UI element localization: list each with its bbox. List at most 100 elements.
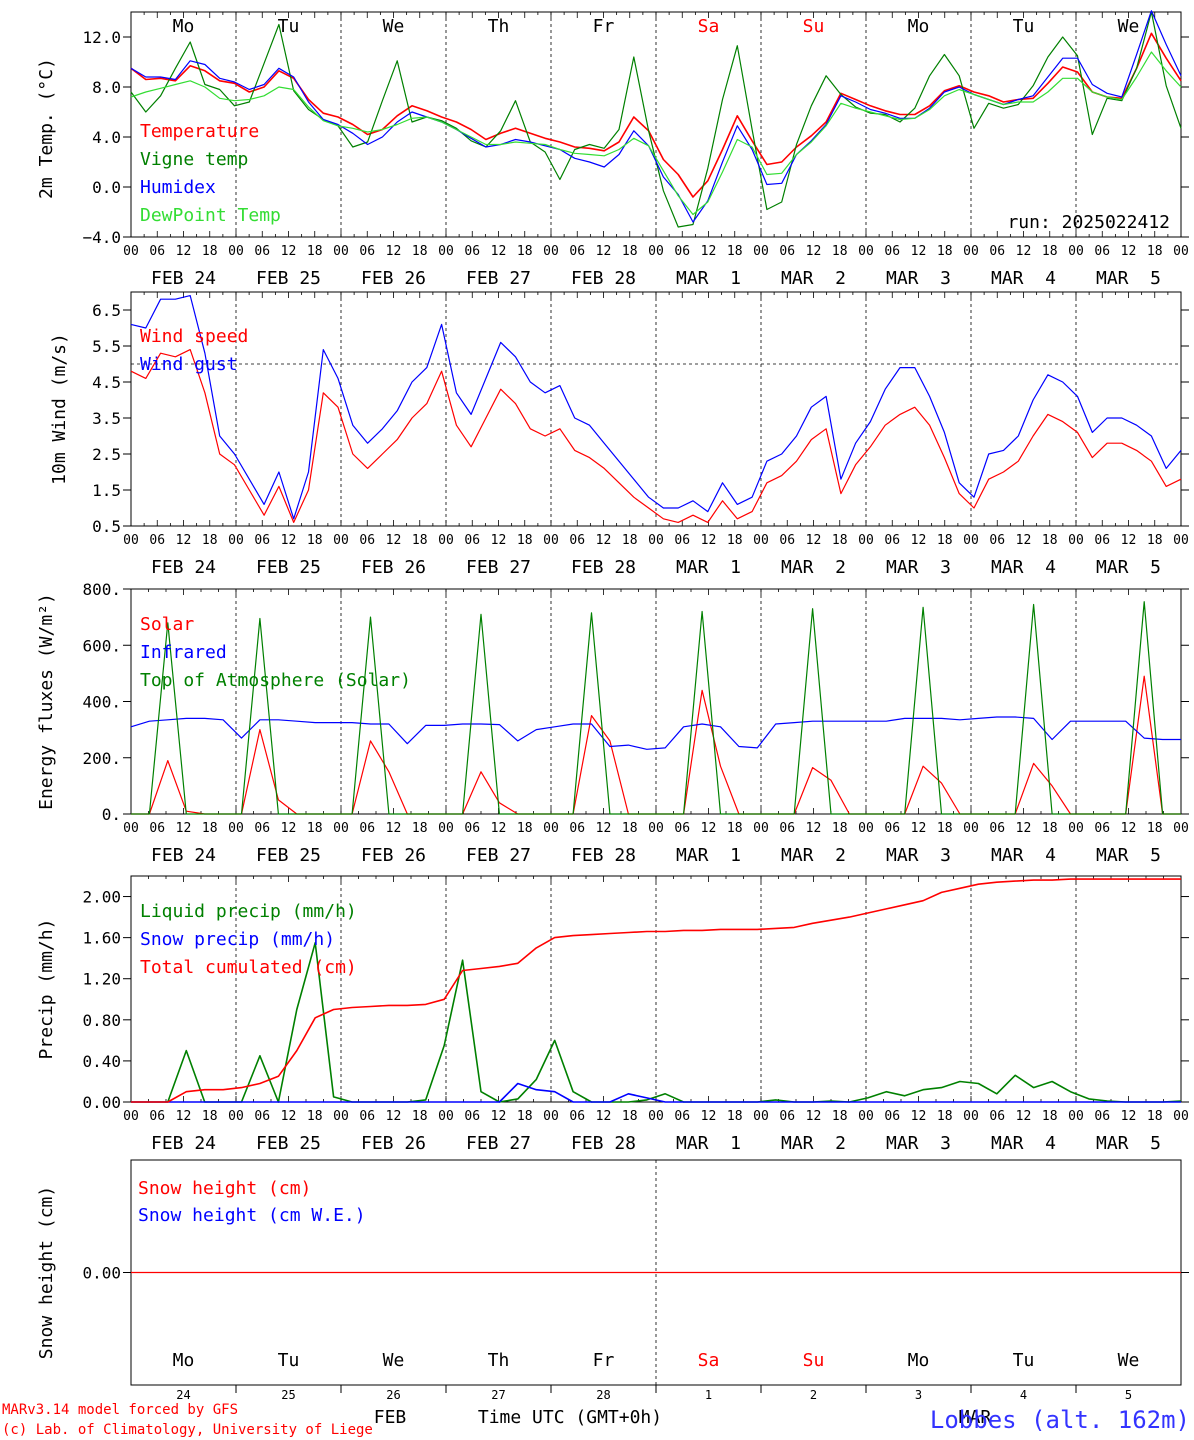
weekday-label-bottom: Th [488, 1350, 510, 1371]
date-label: MAR 4 [991, 557, 1056, 578]
hour-tick-label: 00 [1068, 1109, 1084, 1124]
legend-entry: Top of Atmosphere (Solar) [140, 670, 411, 691]
weekday-label: Tu [1013, 16, 1035, 37]
hour-tick-label: 00 [543, 533, 559, 548]
date-label: MAR 2 [781, 268, 846, 289]
hour-tick-label: 18 [832, 244, 848, 259]
hour-tick-label: 18 [1147, 533, 1163, 548]
y-axis-label: 2m Temp. (°C) [36, 58, 57, 199]
weekday-label: Sa [698, 16, 720, 37]
weekday-label-bottom: We [1118, 1350, 1140, 1371]
hour-tick-label: 18 [727, 244, 743, 259]
weekday-label-bottom: Tu [278, 1350, 300, 1371]
hour-tick-label: 18 [517, 533, 533, 548]
date-label: MAR 1 [676, 557, 741, 578]
date-label: FEB 26 [361, 557, 426, 578]
hour-tick-label: 06 [674, 533, 690, 548]
hour-tick-label: 06 [779, 821, 795, 836]
hour-tick-label: 12 [911, 533, 927, 548]
hour-tick-label: 12 [386, 1109, 402, 1124]
legend-entry: Humidex [140, 177, 216, 198]
hour-tick-label: 00 [1173, 533, 1189, 548]
hour-tick-label: 18 [832, 821, 848, 836]
month-label: FEB [374, 1407, 407, 1428]
hour-tick-label: 00 [333, 1109, 349, 1124]
hour-tick-label: 18 [937, 533, 953, 548]
hour-tick-label: 06 [254, 244, 270, 259]
legend-entry: Temperature [140, 121, 259, 142]
hour-tick-label: 00 [543, 244, 559, 259]
hour-tick-label: 18 [202, 821, 218, 836]
hour-tick-label: 00 [1068, 244, 1084, 259]
date-label: FEB 25 [256, 268, 321, 289]
hour-tick-label: 00 [858, 533, 874, 548]
y-axis-label: Energy fluxes (W/m²) [36, 593, 57, 810]
series-line-3-3 [131, 601, 1181, 815]
y-tick-label: 12.0 [82, 28, 121, 47]
date-label: MAR 4 [991, 1133, 1056, 1154]
hour-tick-label: 06 [464, 821, 480, 836]
day-number: 3 [915, 1388, 922, 1402]
series-line-4-3 [131, 878, 1181, 1103]
date-label: FEB 26 [361, 845, 426, 866]
date-label: MAR 3 [886, 1133, 951, 1154]
hour-tick-label: 18 [727, 821, 743, 836]
y-tick-label: 1.20 [82, 970, 121, 989]
panel-2: 0.5 1.5 2.5 3.5 4.5 5.5 6.5 10m Wind (m/s) Wind … [49, 291, 1189, 578]
date-label: FEB 27 [466, 268, 531, 289]
y-tick-label: 1.60 [82, 929, 121, 948]
hour-tick-label: 06 [674, 821, 690, 836]
series-line-3-2 [130, 716, 1181, 750]
weekday-label: Tu [278, 16, 300, 37]
hour-tick-label: 00 [333, 244, 349, 259]
hour-tick-label: 18 [622, 533, 638, 548]
hour-tick-label: 06 [149, 821, 165, 836]
y-tick-label: 0.5 [92, 517, 121, 536]
hour-tick-label: 06 [779, 1109, 795, 1124]
hour-tick-label: 18 [202, 1109, 218, 1124]
series-line-1-4 [130, 51, 1182, 216]
y-axis-label: Snow height (cm) [36, 1186, 57, 1359]
hour-tick-label: 00 [648, 821, 664, 836]
hour-tick-label: 12 [806, 821, 822, 836]
hour-tick-label: 12 [806, 244, 822, 259]
series-line-2-2 [130, 295, 1182, 520]
hour-tick-label: 00 [438, 533, 454, 548]
hour-tick-label: 00 [228, 533, 244, 548]
y-tick-label: 6.5 [92, 301, 121, 320]
hour-tick-label: 06 [464, 533, 480, 548]
y-tick-label: 2.5 [92, 445, 121, 464]
hour-tick-label: 06 [569, 244, 585, 259]
y-axis-label: 10m Wind (m/s) [49, 333, 70, 485]
hour-tick-label: 12 [281, 244, 297, 259]
day-number: 28 [596, 1388, 610, 1402]
hour-tick-label: 12 [176, 1109, 192, 1124]
date-label: FEB 24 [151, 1133, 216, 1154]
hour-tick-label: 06 [464, 244, 480, 259]
date-label: MAR 4 [991, 268, 1056, 289]
hour-tick-label: 00 [753, 821, 769, 836]
date-label: MAR 4 [991, 845, 1056, 866]
date-label: FEB 25 [256, 557, 321, 578]
hour-tick-label: 12 [491, 533, 507, 548]
legend-entry: Wind gust [140, 354, 238, 375]
series-line-4-2 [131, 1082, 1181, 1103]
weekday-label: Mo [173, 16, 195, 37]
hour-tick-label: 18 [307, 244, 323, 259]
weekday-label-bottom: Mo [908, 1350, 930, 1371]
hour-tick-label: 00 [648, 244, 664, 259]
hour-tick-label: 12 [281, 1109, 297, 1124]
y-tick-label: 8.0 [92, 78, 121, 97]
hour-tick-label: 00 [963, 821, 979, 836]
hour-tick-label: 12 [176, 244, 192, 259]
hour-tick-label: 18 [202, 533, 218, 548]
hour-tick-label: 06 [779, 244, 795, 259]
hour-tick-label: 12 [596, 821, 612, 836]
date-label: MAR 5 [1096, 268, 1161, 289]
date-label: MAR 3 [886, 557, 951, 578]
weekday-label: Fr [593, 16, 615, 37]
hour-tick-label: 18 [1042, 244, 1058, 259]
hour-tick-label: 18 [1042, 1109, 1058, 1124]
hour-tick-label: 00 [1068, 533, 1084, 548]
hour-tick-label: 00 [858, 244, 874, 259]
